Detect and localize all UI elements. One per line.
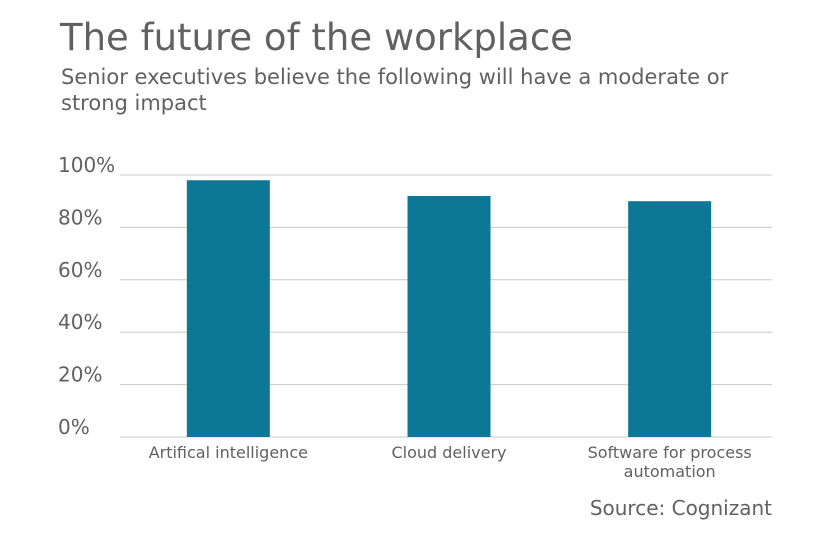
chart-title: The future of the workplace: [60, 16, 573, 59]
x-category-label: Software for process: [588, 443, 752, 462]
chart-subtitle: Senior executives believe the following …: [61, 65, 729, 115]
y-tick-label: 80%: [58, 205, 102, 229]
y-tick-label: 60%: [58, 258, 102, 282]
y-tick-label: 20%: [58, 363, 102, 387]
x-category-label: Cloud delivery: [391, 443, 506, 462]
bar: [407, 195, 491, 437]
x-category-label: automation: [624, 462, 716, 481]
source-note: Source: Cognizant: [589, 496, 772, 520]
y-axis-tick-labels: 0% 20% 40% 60% 80% 100%: [58, 153, 115, 439]
x-category-label: Artifical intelligence: [149, 443, 308, 462]
y-tick-label: 40%: [58, 310, 102, 334]
bars: [186, 180, 712, 438]
bar: [186, 180, 270, 438]
bar: [628, 201, 712, 437]
y-tick-label: 0%: [58, 415, 90, 439]
x-axis-category-labels: Artifical intelligence Cloud delivery Soft…: [149, 443, 752, 481]
y-tick-label: 100%: [58, 153, 115, 177]
